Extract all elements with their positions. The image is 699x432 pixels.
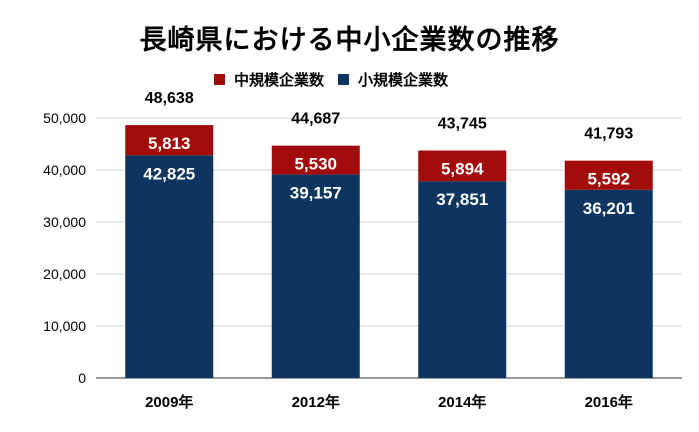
legend-item-medium: 中規模企業数	[214, 69, 324, 90]
x-category-label: 2009年	[145, 393, 193, 411]
total-label: 48,638	[145, 90, 194, 107]
total-label: 43,745	[438, 116, 487, 133]
bar-small-enterprises	[271, 174, 360, 378]
legend-swatch-medium	[214, 74, 225, 85]
data-label-medium: 5,894	[441, 160, 484, 179]
chart-title: 長崎県における中小企業数の推移	[139, 25, 560, 56]
bar-medium-enterprises	[564, 160, 653, 190]
legend-label-small: 小規模企業数	[358, 71, 449, 89]
legend: 中規模企業数 小規模企業数	[214, 69, 462, 90]
y-tick-label: 50,000	[43, 110, 86, 126]
data-label-small: 36,201	[583, 199, 635, 218]
legend-item-small: 小規模企業数	[338, 69, 448, 90]
bar-medium-enterprises	[271, 145, 360, 175]
legend-label-medium: 中規模企業数	[234, 71, 325, 89]
bar-medium-enterprises	[418, 150, 507, 182]
y-tick-label: 0	[78, 370, 86, 386]
total-label: 41,793	[584, 126, 633, 143]
x-category-label: 2014年	[438, 393, 486, 411]
x-category-label: 2016年	[585, 393, 633, 411]
legend-swatch-small	[338, 74, 350, 85]
bar-small-enterprises	[564, 189, 653, 378]
bar-medium-enterprises	[125, 125, 214, 156]
data-label-small: 37,851	[436, 190, 488, 209]
data-label-medium: 5,592	[587, 170, 630, 189]
data-label-small: 42,825	[143, 164, 195, 183]
total-label: 44,687	[291, 111, 340, 128]
data-label-medium: 5,530	[294, 155, 337, 174]
y-tick-label: 40,000	[43, 162, 86, 178]
data-label-small: 39,157	[290, 183, 342, 202]
y-tick-label: 10,000	[43, 318, 86, 334]
y-tick-label: 20,000	[43, 266, 86, 282]
bar-small-enterprises	[418, 181, 507, 378]
bar-small-enterprises	[125, 155, 214, 378]
x-category-label: 2012年	[292, 393, 340, 411]
data-label-medium: 5,813	[148, 134, 191, 153]
y-tick-label: 30,000	[43, 214, 86, 230]
